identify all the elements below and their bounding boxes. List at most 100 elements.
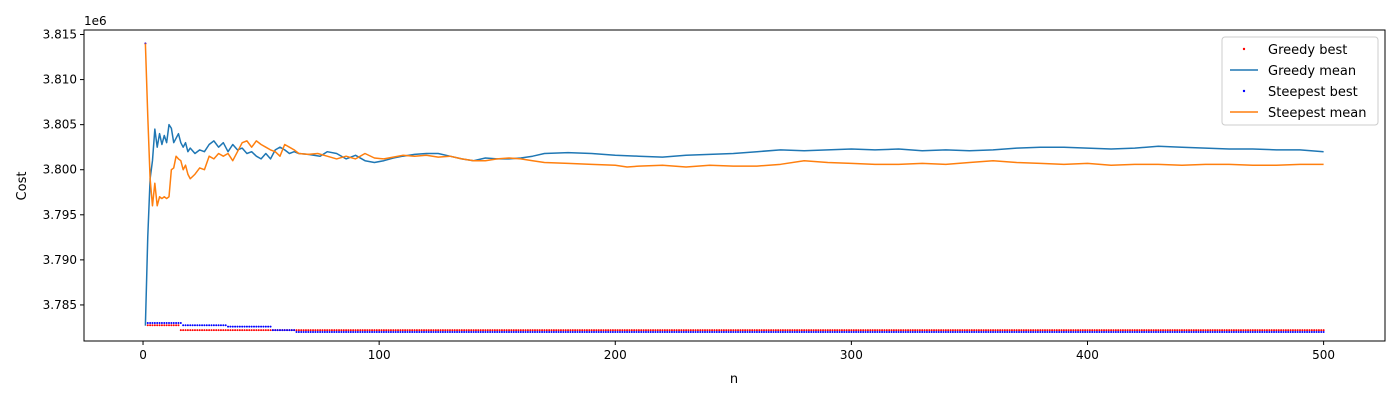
greedy-best-point [1093, 329, 1096, 332]
greedy-best-point [415, 329, 418, 332]
greedy-best-point [1010, 329, 1013, 332]
steepest-best-point [1128, 330, 1131, 333]
steepest-best-point [302, 330, 305, 333]
greedy-best-point [448, 329, 451, 332]
greedy-best-point [595, 329, 598, 332]
greedy-best-point [897, 329, 900, 332]
greedy-best-point [746, 329, 749, 332]
steepest-best-point [1154, 330, 1157, 333]
steepest-best-point [1310, 330, 1313, 333]
greedy-best-point [1117, 329, 1120, 332]
steepest-best-point [817, 330, 820, 333]
steepest-best-point [732, 330, 735, 333]
greedy-best-point [1152, 329, 1155, 332]
steepest-best-point [1173, 330, 1176, 333]
greedy-best-point [510, 329, 513, 332]
greedy-best-point [1287, 329, 1290, 332]
greedy-best-point [1230, 329, 1233, 332]
greedy-best-point [227, 329, 230, 332]
steepest-best-point [385, 330, 388, 333]
steepest-best-point [408, 330, 411, 333]
greedy-best-point [1133, 329, 1136, 332]
greedy-best-point [309, 329, 312, 332]
greedy-best-point [1091, 329, 1094, 332]
steepest-best-point [1039, 330, 1042, 333]
steepest-best-point [892, 330, 895, 333]
greedy-best-point [1244, 329, 1247, 332]
steepest-best-point [654, 330, 657, 333]
steepest-best-point [359, 330, 362, 333]
greedy-best-point [552, 329, 555, 332]
greedy-best-point [163, 324, 166, 327]
greedy-best-point [718, 329, 721, 332]
y-tick-label: 3.815 [43, 28, 77, 42]
greedy-best-point [1062, 329, 1065, 332]
greedy-best-point [479, 329, 482, 332]
greedy-best-point [1121, 329, 1124, 332]
steepest-best-point [1046, 330, 1049, 333]
greedy-best-point [1303, 329, 1306, 332]
steepest-best-point [883, 330, 886, 333]
steepest-best-point [914, 330, 917, 333]
greedy-best-point [1098, 329, 1101, 332]
steepest-best-point [1296, 330, 1299, 333]
greedy-best-point [408, 329, 411, 332]
steepest-best-point [739, 330, 742, 333]
steepest-best-point [760, 330, 763, 333]
steepest-best-point [271, 329, 274, 332]
greedy-best-point [1008, 329, 1011, 332]
steepest-best-point [614, 330, 617, 333]
greedy-best-point [559, 329, 562, 332]
legend-label: Steepest mean [1268, 106, 1366, 121]
greedy-best-point [1251, 329, 1254, 332]
greedy-best-point [649, 329, 652, 332]
greedy-best-point [456, 329, 459, 332]
y-tick-label: 3.810 [43, 73, 77, 87]
greedy-best-point [916, 329, 919, 332]
greedy-best-point [347, 329, 350, 332]
greedy-best-point [1053, 329, 1056, 332]
greedy-best-point [581, 329, 584, 332]
steepest-best-point [973, 330, 976, 333]
greedy-best-point [779, 329, 782, 332]
greedy-best-point [1003, 329, 1006, 332]
greedy-best-point [892, 329, 895, 332]
steepest-best-point [321, 330, 324, 333]
steepest-best-point [165, 321, 168, 324]
steepest-best-point [1029, 330, 1032, 333]
greedy-best-point [1162, 329, 1165, 332]
steepest-best-point [1119, 330, 1122, 333]
greedy-best-point [472, 329, 475, 332]
greedy-best-point [208, 329, 211, 332]
steepest-best-point [630, 330, 633, 333]
steepest-best-point [434, 330, 437, 333]
greedy-best-point [1069, 329, 1072, 332]
greedy-best-point [614, 329, 617, 332]
greedy-best-point [1310, 329, 1313, 332]
steepest-best-point [857, 330, 860, 333]
steepest-best-point [394, 330, 397, 333]
greedy-best-point [333, 329, 336, 332]
steepest-best-point [366, 330, 369, 333]
greedy-best-point [489, 329, 492, 332]
greedy-best-point [439, 329, 442, 332]
steepest-best-point [1077, 330, 1080, 333]
greedy-best-point [1280, 329, 1283, 332]
steepest-best-point [1041, 330, 1044, 333]
greedy-best-point [765, 329, 768, 332]
steepest-best-point [966, 330, 969, 333]
greedy-best-point [843, 329, 846, 332]
greedy-best-point [460, 329, 463, 332]
greedy-best-point [675, 329, 678, 332]
greedy-best-point [869, 329, 872, 332]
greedy-best-point [1320, 329, 1323, 332]
steepest-best-point [796, 330, 799, 333]
steepest-best-point [574, 330, 577, 333]
greedy-best-point [817, 329, 820, 332]
greedy-best-point [1119, 329, 1122, 332]
greedy-best-point [659, 329, 662, 332]
greedy-best-point [788, 329, 791, 332]
steepest-best-point [734, 330, 737, 333]
steepest-best-point [578, 330, 581, 333]
greedy-best-point [1225, 329, 1228, 332]
